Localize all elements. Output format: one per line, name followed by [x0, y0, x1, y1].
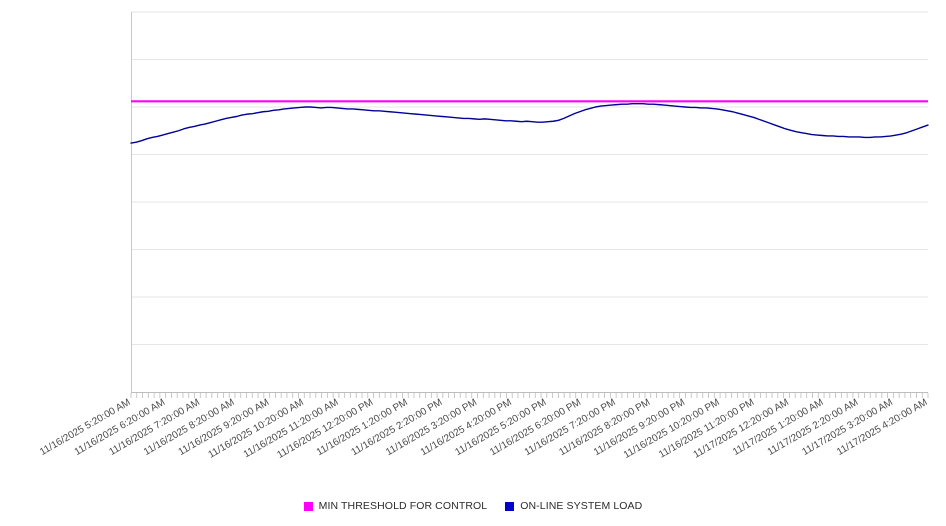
legend-item-online-system-load[interactable]: ON-LINE SYSTEM LOAD [505, 500, 642, 512]
legend-item-min-threshold[interactable]: MIN THRESHOLD FOR CONTROL [303, 500, 488, 512]
chart-legend: MIN THRESHOLD FOR CONTROL ON-LINE SYSTEM… [0, 496, 946, 516]
x-axis-minor-ticks [130, 393, 929, 398]
legend-swatch-magenta-icon [303, 501, 313, 511]
legend-label-min-threshold: MIN THRESHOLD FOR CONTROL [318, 500, 488, 512]
legend-label-online-system-load: ON-LINE SYSTEM LOAD [520, 500, 643, 512]
online-system-load-line [130, 102, 929, 144]
plot-axes [131, 12, 928, 393]
legend-swatch-blue-icon [505, 501, 515, 511]
series-load-line [130, 102, 929, 144]
plot-gridlines [131, 11, 928, 345]
